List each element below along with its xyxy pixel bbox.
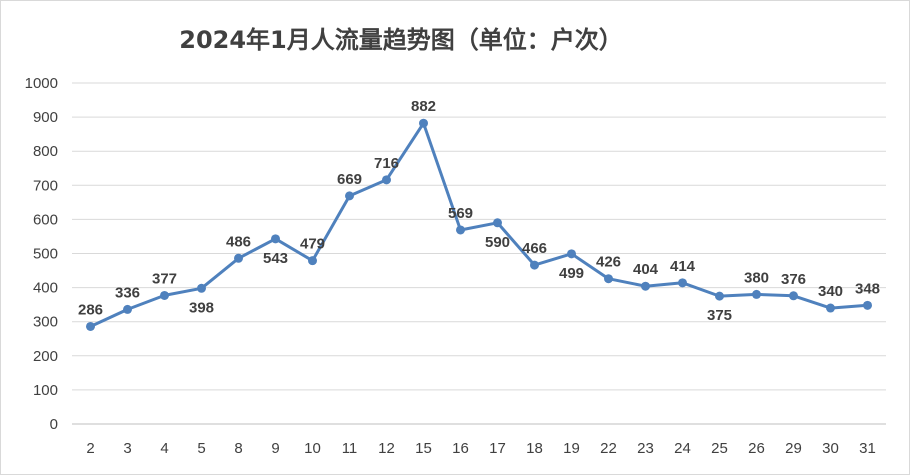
- y-tick-label: 100: [33, 382, 58, 399]
- data-point: [345, 191, 354, 201]
- data-label: 340: [818, 283, 843, 300]
- data-points: [86, 118, 872, 331]
- data-point: [752, 289, 761, 299]
- y-tick-label: 1000: [25, 75, 58, 92]
- data-point: [789, 291, 798, 301]
- series-line: [89, 121, 869, 328]
- data-label: 590: [485, 234, 510, 251]
- data-labels: 286 336 377 398 486 543 479 669 716 882 569 590 466 4…: [78, 98, 880, 324]
- data-label: 286: [78, 301, 103, 318]
- data-point: [456, 225, 465, 235]
- x-tick-label: 19: [563, 440, 580, 457]
- x-tick-label: 23: [637, 440, 654, 457]
- data-point: [530, 260, 539, 270]
- data-label: 380: [744, 269, 769, 286]
- data-point: [641, 281, 650, 291]
- data-label: 426: [596, 254, 621, 271]
- data-label: 716: [374, 155, 399, 172]
- x-tick-label: 26: [748, 440, 765, 457]
- y-tick-label: 500: [33, 246, 58, 263]
- x-tick-label: 2: [86, 440, 94, 457]
- x-tick-label: 3: [123, 440, 131, 457]
- x-tick-label: 10: [304, 440, 321, 457]
- y-tick-label: 400: [33, 280, 58, 297]
- data-point: [308, 256, 317, 266]
- series-line-layer: [89, 121, 869, 328]
- x-tick-label: 29: [785, 440, 802, 457]
- x-tick-label: 25: [711, 440, 728, 457]
- x-tick-label: 11: [342, 440, 358, 457]
- data-point: [863, 300, 872, 310]
- data-point: [715, 291, 724, 301]
- data-point: [678, 278, 687, 288]
- data-point: [567, 249, 576, 259]
- data-point: [197, 283, 206, 293]
- data-label: 377: [152, 270, 177, 287]
- data-label: 486: [226, 233, 251, 250]
- data-point: [826, 303, 835, 313]
- y-tick-label: 0: [50, 416, 58, 433]
- y-axis-ticks: 0 100 200 300 400 500 600 700 800 900 1000: [25, 75, 58, 433]
- y-tick-label: 600: [33, 211, 58, 228]
- x-tick-label: 16: [452, 440, 469, 457]
- data-label: 348: [855, 280, 880, 297]
- chart-title: 2024年1月人流量趋势图（单位：户次）: [179, 26, 623, 54]
- data-point: [123, 304, 132, 314]
- y-tick-label: 700: [33, 177, 58, 194]
- data-label: 569: [448, 205, 473, 222]
- data-point: [604, 274, 613, 284]
- gridlines: [72, 82, 886, 425]
- x-tick-label: 18: [526, 440, 543, 457]
- x-tick-label: 17: [489, 440, 506, 457]
- data-label: 375: [707, 307, 732, 324]
- x-tick-label: 9: [271, 440, 279, 457]
- data-point: [234, 253, 243, 263]
- data-label: 543: [263, 250, 288, 267]
- data-label: 398: [189, 299, 214, 316]
- data-point: [271, 234, 280, 244]
- data-label: 466: [522, 240, 547, 257]
- x-tick-label: 8: [234, 440, 242, 457]
- data-label: 479: [300, 236, 325, 253]
- data-point: [419, 118, 428, 128]
- data-label: 882: [411, 98, 436, 115]
- x-tick-label: 30: [822, 440, 839, 457]
- data-point: [382, 175, 391, 185]
- data-label: 376: [781, 271, 806, 288]
- x-tick-label: 22: [600, 440, 617, 457]
- x-tick-label: 31: [859, 440, 876, 457]
- data-point: [160, 290, 169, 300]
- x-tick-label: 4: [160, 440, 168, 457]
- y-tick-label: 800: [33, 143, 58, 160]
- data-label: 499: [559, 265, 584, 282]
- y-tick-label: 300: [33, 314, 58, 331]
- y-tick-label: 200: [33, 348, 58, 365]
- x-tick-label: 5: [197, 440, 205, 457]
- data-point: [493, 218, 502, 228]
- data-label: 404: [633, 261, 659, 278]
- x-tick-label: 15: [415, 440, 432, 457]
- x-tick-label: 12: [378, 440, 395, 457]
- data-label: 336: [115, 284, 140, 301]
- data-label: 669: [337, 171, 362, 188]
- y-tick-label: 900: [33, 109, 58, 126]
- data-point: [86, 321, 95, 331]
- data-label: 414: [670, 258, 696, 275]
- x-tick-label: 24: [674, 440, 691, 457]
- x-axis-ticks: 2 3 4 5 8 9 10 11 12 15 16 17 18 19 22 23 24 25 26 29 30 31: [86, 440, 876, 457]
